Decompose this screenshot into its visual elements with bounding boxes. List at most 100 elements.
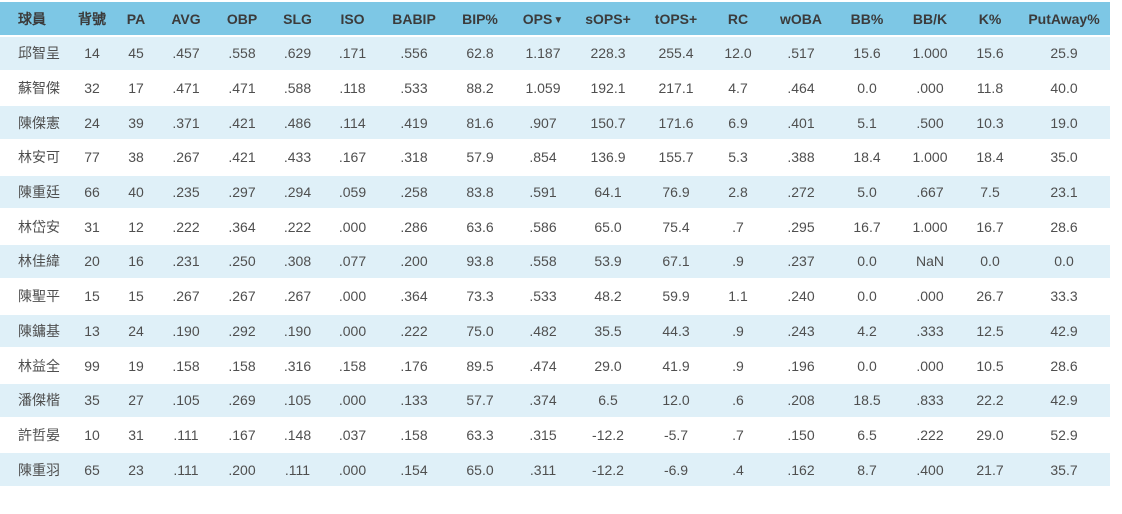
- cell-bip_pct: 57.7: [448, 382, 512, 419]
- table-header: 球員 背號 PA AVG OBP SLG ISO BABIP BIP% OPS▼ sOPS+ tOPS…: [0, 2, 1110, 37]
- column-header-babip[interactable]: BABIP: [380, 2, 448, 37]
- cell-obp: .558: [214, 36, 270, 72]
- cell-bb_k: .500: [898, 105, 962, 142]
- column-header-putaway_pct[interactable]: PutAway%: [1018, 2, 1110, 37]
- cell-k_pct: 12.5: [962, 313, 1018, 350]
- cell-bip_pct: 73.3: [448, 278, 512, 315]
- cell-putaway_pct: 52.9: [1018, 417, 1110, 454]
- cell-k_pct: 29.0: [962, 417, 1018, 454]
- column-header-rc[interactable]: RC: [710, 2, 766, 37]
- column-label: AVG: [171, 10, 201, 27]
- player-name-cell: 陳傑憲: [0, 105, 70, 142]
- cell-rc: 5.3: [710, 140, 766, 176]
- column-header-sops_plus[interactable]: sOPS+: [574, 2, 642, 37]
- cell-babip: .200: [380, 244, 448, 280]
- player-name-cell: 邱智呈: [0, 36, 70, 72]
- cell-avg: .111: [158, 417, 214, 454]
- cell-k_pct: 10.3: [962, 105, 1018, 142]
- cell-number: 35: [70, 382, 114, 419]
- cell-iso: .114: [325, 105, 380, 142]
- cell-bb_pct: 15.6: [836, 36, 898, 72]
- cell-obp: .297: [214, 174, 270, 211]
- cell-bb_pct: 0.0: [836, 244, 898, 280]
- cell-babip: .176: [380, 348, 448, 384]
- cell-avg: .158: [158, 348, 214, 384]
- column-label: K%: [978, 10, 1002, 27]
- batting-stats-table: 球員 背號 PA AVG OBP SLG ISO BABIP BIP% OPS▼ sOPS+ tOPS…: [0, 2, 1110, 488]
- column-header-k_pct[interactable]: K%: [962, 2, 1018, 37]
- column-header-obp[interactable]: OBP: [214, 2, 270, 37]
- cell-pa: 39: [114, 105, 158, 142]
- column-label: BB%: [850, 10, 884, 27]
- column-header-iso[interactable]: ISO: [325, 2, 380, 37]
- cell-slg: .148: [270, 417, 325, 454]
- cell-iso: .158: [325, 348, 380, 384]
- cell-tops_plus: 41.9: [642, 348, 710, 384]
- cell-tops_plus: 155.7: [642, 140, 710, 176]
- column-label: 球員: [18, 10, 46, 27]
- cell-ops: 1.059: [512, 70, 574, 107]
- cell-iso: .167: [325, 140, 380, 176]
- cell-slg: .486: [270, 105, 325, 142]
- cell-pa: 27: [114, 382, 158, 419]
- cell-putaway_pct: 35.7: [1018, 452, 1110, 488]
- cell-rc: .9: [710, 313, 766, 350]
- cell-babip: .533: [380, 70, 448, 107]
- cell-tops_plus: -5.7: [642, 417, 710, 454]
- cell-slg: .308: [270, 244, 325, 280]
- cell-sops_plus: 136.9: [574, 140, 642, 176]
- table-row: 陳重廷 66 40.235.297.294.059.258 83.8.591 64.1 7…: [0, 174, 1110, 211]
- cell-rc: .9: [710, 244, 766, 280]
- column-header-bb_k[interactable]: BB/K: [898, 2, 962, 37]
- sort-desc-icon: ▼: [553, 14, 564, 26]
- cell-obp: .471: [214, 70, 270, 107]
- cell-k_pct: 21.7: [962, 452, 1018, 488]
- column-header-tops_plus[interactable]: tOPS+: [642, 2, 710, 37]
- cell-woba: .243: [766, 313, 836, 350]
- cell-obp: .421: [214, 140, 270, 176]
- cell-rc: .7: [710, 209, 766, 246]
- cell-rc: .6: [710, 382, 766, 419]
- cell-bb_k: .000: [898, 278, 962, 315]
- column-header-avg[interactable]: AVG: [158, 2, 214, 37]
- cell-babip: .158: [380, 417, 448, 454]
- cell-k_pct: 26.7: [962, 278, 1018, 315]
- column-header-bb_pct[interactable]: BB%: [836, 2, 898, 37]
- cell-sops_plus: 35.5: [574, 313, 642, 350]
- cell-bb_pct: 6.5: [836, 417, 898, 454]
- cell-slg: .433: [270, 140, 325, 176]
- table-body: 邱智呈 14 45.457.558.629.171.556 62.8 1.187 228.…: [0, 36, 1110, 488]
- player-name-cell: 陳聖平: [0, 278, 70, 315]
- cell-woba: .295: [766, 209, 836, 246]
- table-row: 許哲晏 10 31.111.167.148.037.158 63.3.315 -12.2…: [0, 417, 1110, 454]
- cell-number: 99: [70, 348, 114, 384]
- column-header-pa[interactable]: PA: [114, 2, 158, 37]
- cell-woba: .240: [766, 278, 836, 315]
- cell-rc: .9: [710, 348, 766, 384]
- cell-ops: .533: [512, 278, 574, 315]
- cell-babip: .154: [380, 452, 448, 488]
- cell-bb_pct: 0.0: [836, 70, 898, 107]
- player-name-cell: 林岱安: [0, 209, 70, 246]
- cell-woba: .208: [766, 382, 836, 419]
- cell-number: 77: [70, 140, 114, 176]
- cell-tops_plus: 67.1: [642, 244, 710, 280]
- column-header-bip_pct[interactable]: BIP%: [448, 2, 512, 37]
- cell-k_pct: 16.7: [962, 209, 1018, 246]
- cell-number: 13: [70, 313, 114, 350]
- cell-bip_pct: 81.6: [448, 105, 512, 142]
- column-header-number[interactable]: 背號: [70, 2, 114, 37]
- column-header-ops[interactable]: OPS▼: [512, 2, 574, 37]
- cell-sops_plus: 192.1: [574, 70, 642, 107]
- cell-babip: .419: [380, 105, 448, 142]
- column-header-player[interactable]: 球員: [0, 2, 70, 37]
- column-header-woba[interactable]: wOBA: [766, 2, 836, 37]
- cell-avg: .267: [158, 140, 214, 176]
- column-header-slg[interactable]: SLG: [270, 2, 325, 37]
- cell-bb_pct: 18.5: [836, 382, 898, 419]
- cell-ops: .907: [512, 105, 574, 142]
- cell-pa: 12: [114, 209, 158, 246]
- cell-bb_k: 1.000: [898, 36, 962, 72]
- cell-babip: .258: [380, 174, 448, 211]
- column-label: BABIP: [392, 10, 436, 27]
